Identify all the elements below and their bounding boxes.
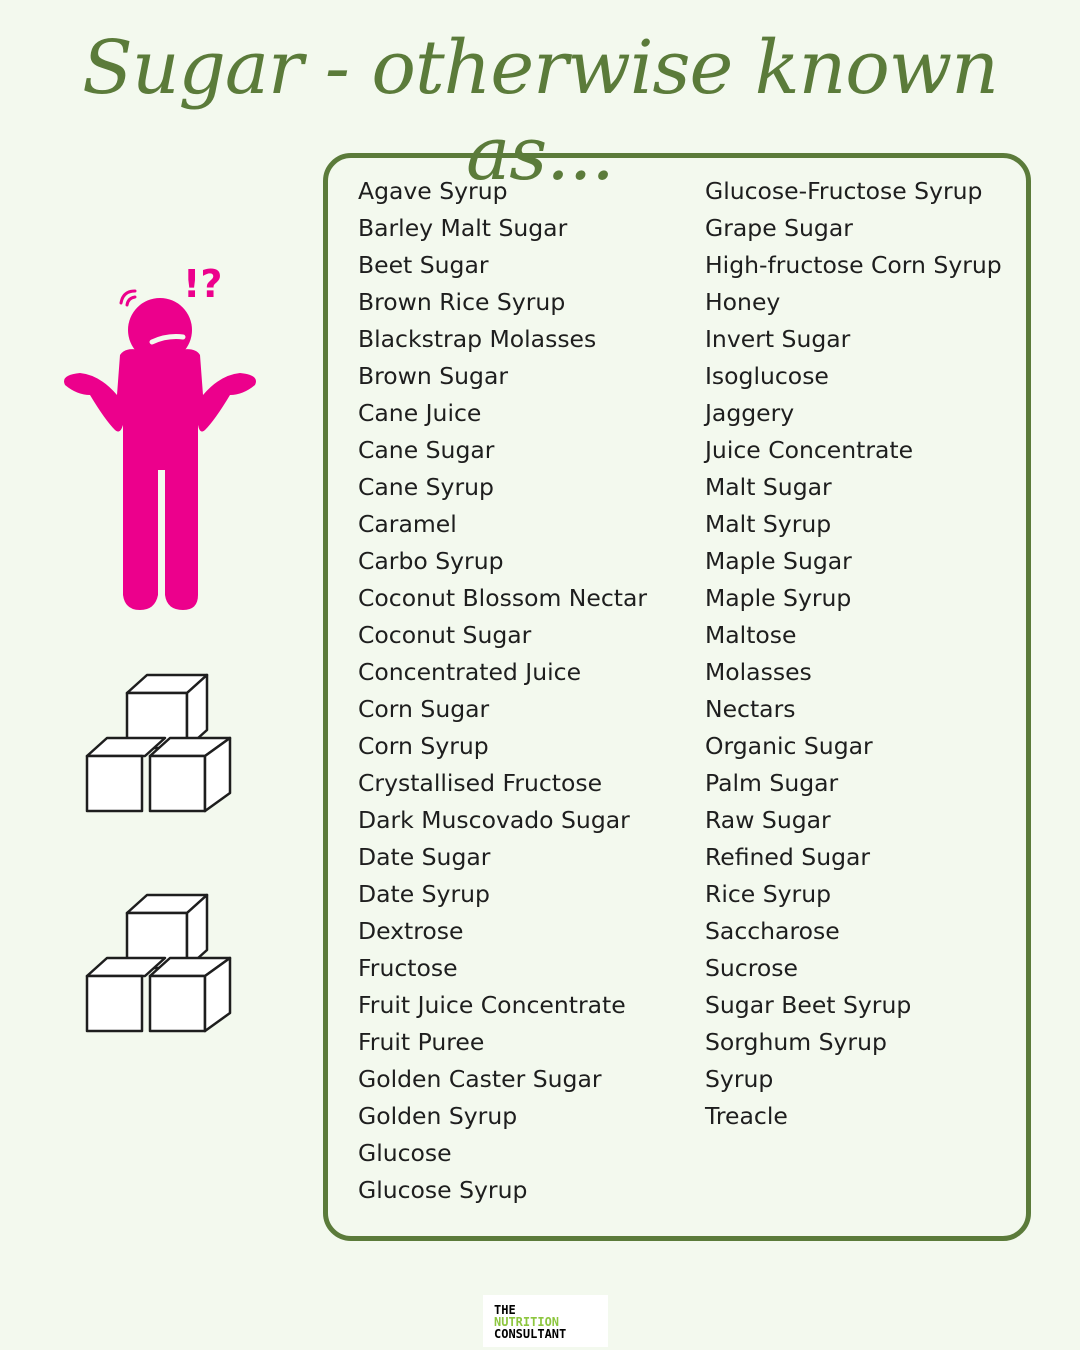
sugar-name-item: Fructose xyxy=(358,954,458,982)
sugar-name-item: Glucose-Fructose Syrup xyxy=(705,177,983,205)
sugar-name-item: Golden Syrup xyxy=(358,1102,518,1130)
sugar-name-item: Sucrose xyxy=(705,954,798,982)
sugar-name-item: Dark Muscovado Sugar xyxy=(358,806,630,834)
sugar-name-item: Grape Sugar xyxy=(705,214,853,242)
sugar-name-item: Maple Syrup xyxy=(705,584,852,612)
sugar-name-item: Treacle xyxy=(705,1102,788,1130)
sugar-name-item: Maple Sugar xyxy=(705,547,852,575)
sugar-name-item: Brown Rice Syrup xyxy=(358,288,566,316)
sugar-name-item: Coconut Sugar xyxy=(358,621,532,649)
sugar-name-item: Cane Sugar xyxy=(358,436,495,464)
sugar-name-item: Maltose xyxy=(705,621,797,649)
sugar-name-item: Dextrose xyxy=(358,917,464,945)
sugar-name-item: Fruit Juice Concentrate xyxy=(358,991,626,1019)
sugar-cubes-icon xyxy=(85,893,232,1033)
sugar-name-item: Refined Sugar xyxy=(705,843,871,871)
sugar-name-item: Sorghum Syrup xyxy=(705,1028,887,1056)
sugar-name-item: High-fructose Corn Syrup xyxy=(705,251,1002,279)
sugar-name-item: Coconut Blossom Nectar xyxy=(358,584,648,612)
sugar-name-item: Agave Syrup xyxy=(358,177,508,205)
sugar-name-item: Jaggery xyxy=(705,399,795,427)
sugar-name-item: Corn Syrup xyxy=(358,732,489,760)
sugar-name-item: Golden Caster Sugar xyxy=(358,1065,602,1093)
sugar-name-item: Cane Juice xyxy=(358,399,482,427)
confused-person-icon: !? xyxy=(64,262,256,610)
logo-line-1: THE xyxy=(494,1303,516,1317)
sugar-name-item: Glucose Syrup xyxy=(358,1176,528,1204)
sugar-name-item: Brown Sugar xyxy=(358,362,509,390)
sugar-cubes-icon xyxy=(85,673,232,813)
sugar-name-item: Invert Sugar xyxy=(705,325,851,353)
sugar-name-item: Juice Concentrate xyxy=(705,436,914,464)
sugar-name-item: Barley Malt Sugar xyxy=(358,214,568,242)
sugar-name-item: Malt Sugar xyxy=(705,473,832,501)
sugar-name-item: Palm Sugar xyxy=(705,769,839,797)
sugar-name-item: Beet Sugar xyxy=(358,251,489,279)
sugar-name-item: Concentrated Juice xyxy=(358,658,582,686)
sugar-name-item: Molasses xyxy=(705,658,812,686)
sugar-name-item: Glucose xyxy=(358,1139,452,1167)
logo-line-3: CONSULTANT xyxy=(494,1327,567,1341)
sugar-names-column-1: Agave Syrup Barley Malt Sugar Beet Sugar Br… xyxy=(358,173,647,1209)
sugar-name-item: Syrup xyxy=(705,1065,774,1093)
brand-logo: THE NUTRITION CONSULTANT xyxy=(483,1295,608,1347)
sugar-name-item: Rice Syrup xyxy=(705,880,832,908)
sugar-names-column-2: Glucose-Fructose Syrup Grape Sugar High-fr… xyxy=(705,173,1002,1135)
sugar-name-item: Raw Sugar xyxy=(705,806,831,834)
sugar-name-item: Caramel xyxy=(358,510,457,538)
sugar-name-item: Malt Syrup xyxy=(705,510,832,538)
sugar-name-item: Date Sugar xyxy=(358,843,491,871)
sugar-name-item: Blackstrap Molasses xyxy=(358,325,597,353)
sugar-name-item: Cane Syrup xyxy=(358,473,494,501)
sugar-name-item: Organic Sugar xyxy=(705,732,873,760)
sugar-name-item: Isoglucose xyxy=(705,362,829,390)
sugar-name-item: Carbo Syrup xyxy=(358,547,504,575)
sugar-names-box xyxy=(323,153,1031,1241)
sugar-name-item: Sugar Beet Syrup xyxy=(705,991,912,1019)
sugar-name-item: Saccharose xyxy=(705,917,840,945)
sugar-name-item: Corn Sugar xyxy=(358,695,490,723)
sugar-name-item: Date Syrup xyxy=(358,880,490,908)
exclamation-mark: !? xyxy=(183,262,222,306)
logo-line-2: NUTRITION xyxy=(494,1315,560,1329)
sugar-name-item: Fruit Puree xyxy=(358,1028,485,1056)
sugar-name-item: Nectars xyxy=(705,695,796,723)
sugar-name-item: Honey xyxy=(705,288,781,316)
sugar-name-item: Crystallised Fructose xyxy=(358,769,603,797)
